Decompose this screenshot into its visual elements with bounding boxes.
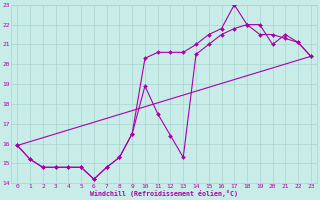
X-axis label: Windchill (Refroidissement éolien,°C): Windchill (Refroidissement éolien,°C) — [90, 190, 238, 197]
